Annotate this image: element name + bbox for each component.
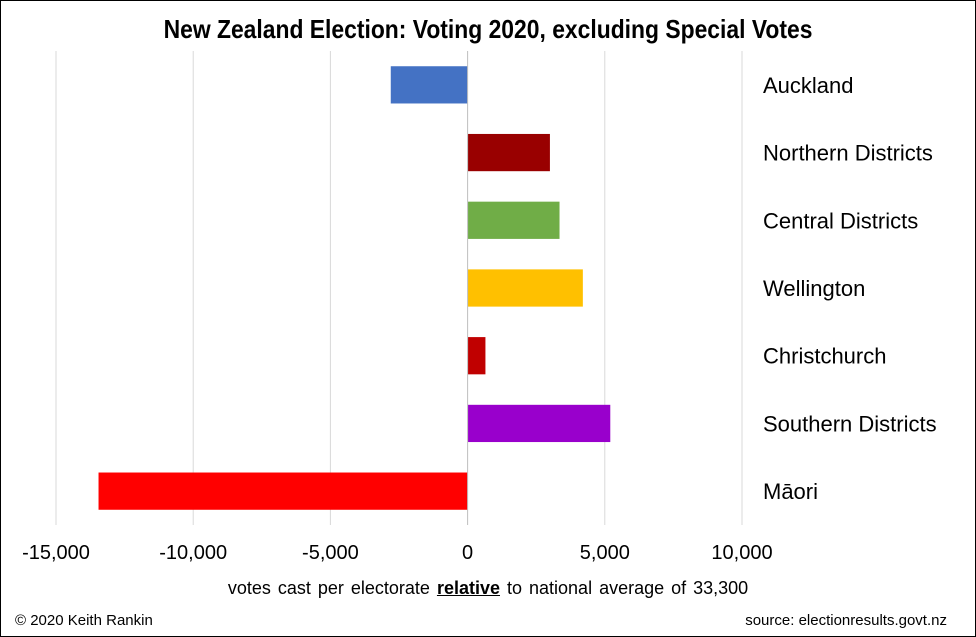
bar: [467, 404, 611, 443]
copyright-credit: © 2020 Keith Rankin: [15, 612, 153, 629]
bar: [467, 337, 486, 375]
category-label: Central Districts: [763, 208, 918, 233]
x-tick-label: 5,000: [580, 542, 630, 564]
bar: [98, 472, 468, 510]
bar: [467, 201, 560, 239]
category-label: Northern Districts: [763, 141, 933, 166]
x-axis-label-after: to national average of 33,300: [507, 578, 749, 598]
category-label: Wellington: [763, 276, 865, 301]
source-note: source: electionresults.govt.nz: [745, 612, 947, 629]
category-label: Auckland: [763, 73, 854, 98]
x-tick-label: 0: [462, 542, 473, 564]
x-axis-label-emphasis: relative: [436, 578, 500, 598]
x-tick-label: 10,000: [711, 542, 772, 564]
x-axis-label-before: votes cast per electorate: [227, 578, 430, 598]
x-tick-label: -5,000: [302, 542, 359, 564]
x-tick-label: -15,000: [22, 542, 90, 564]
chart-title: New Zealand Election: Voting 2020, exclu…: [163, 14, 813, 44]
category-label: Māori: [763, 479, 818, 504]
x-tick-label: -10,000: [159, 542, 227, 564]
category-label: Southern Districts: [763, 411, 937, 436]
bar: [467, 133, 550, 172]
category-label: Christchurch: [763, 344, 886, 369]
bar: [390, 66, 468, 104]
bar: [467, 269, 583, 307]
x-axis-label: votes cast per electorate relative to na…: [1, 578, 975, 599]
